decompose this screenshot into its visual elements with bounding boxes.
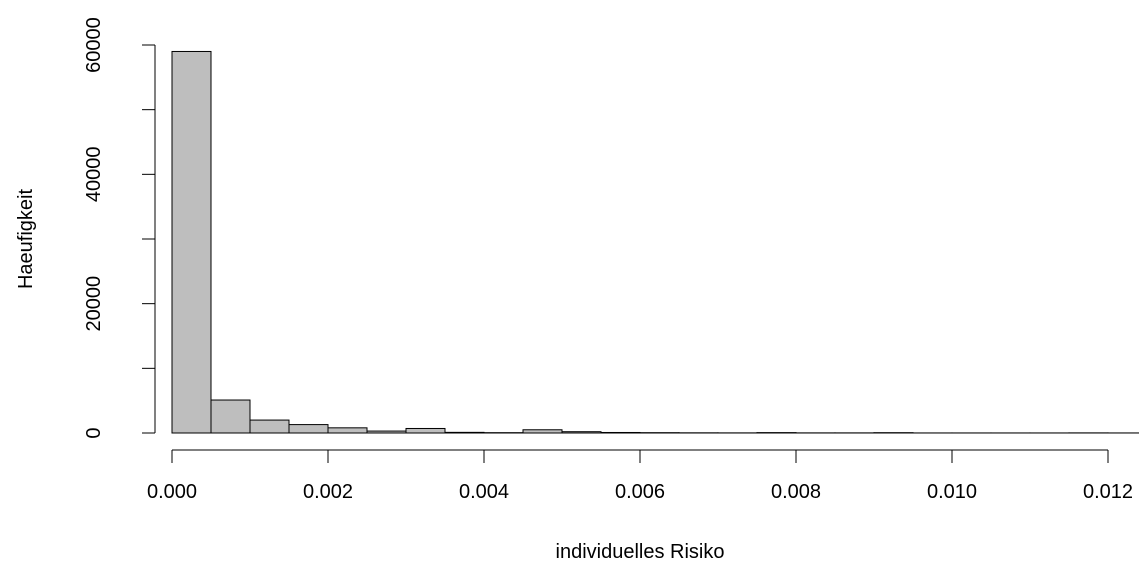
histogram-bar <box>249 419 290 434</box>
histogram-bar <box>444 431 485 434</box>
histogram-bar <box>327 427 368 434</box>
x-axis: 0.000 0.002 0.004 0.006 0.008 0.010 0.012 <box>147 449 1133 503</box>
histogram-bar <box>600 431 641 434</box>
x-tick-label: 0.012 <box>1083 481 1133 503</box>
x-tick-label: 0.006 <box>615 481 665 503</box>
x-tick-label: 0.010 <box>927 481 977 503</box>
histogram-bar <box>522 429 563 434</box>
y-tick-label: 60000 <box>83 17 105 73</box>
x-tick-label: 0.002 <box>303 481 353 503</box>
y-axis-label: Haeufigkeit <box>15 189 37 290</box>
histogram-bar <box>171 50 212 434</box>
x-tick-label: 0.004 <box>459 481 509 503</box>
x-tick-label: 0.008 <box>771 481 821 503</box>
histogram-bar <box>288 424 329 434</box>
y-tick-label: 20000 <box>83 276 105 332</box>
x-axis-label: individuelles Risiko <box>556 541 725 563</box>
histogram-bars <box>171 50 1139 434</box>
y-tick-label: 0 <box>83 427 105 438</box>
histogram-bar <box>405 427 446 434</box>
x-tick-label: 0.000 <box>147 481 197 503</box>
histogram-bar <box>210 399 251 434</box>
histogram-bar <box>366 430 407 434</box>
y-axis: 0 20000 40000 60000 <box>83 17 156 439</box>
y-tick-label: 40000 <box>83 147 105 203</box>
histogram-bar <box>561 431 602 434</box>
